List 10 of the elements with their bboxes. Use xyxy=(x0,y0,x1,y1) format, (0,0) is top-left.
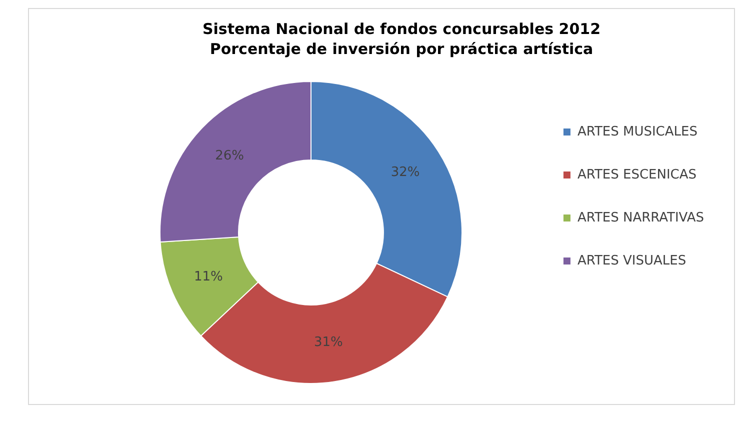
data-label: 31% xyxy=(314,335,343,350)
legend-label: ARTES NARRATIVAS xyxy=(577,210,704,226)
data-label: 11% xyxy=(194,269,223,284)
data-label: 26% xyxy=(215,148,244,164)
legend-label: ARTES ESCENICAS xyxy=(577,167,697,182)
chart-subtitle: Porcentaje de inversión por práctica artística xyxy=(210,40,594,58)
chart-title: Sistema Nacional de fondos concursables 2012 xyxy=(202,20,601,38)
legend-label: ARTES VISUALES xyxy=(577,253,686,268)
data-label: 32% xyxy=(390,165,420,180)
legend-label: ARTES MUSICALES xyxy=(577,124,698,140)
